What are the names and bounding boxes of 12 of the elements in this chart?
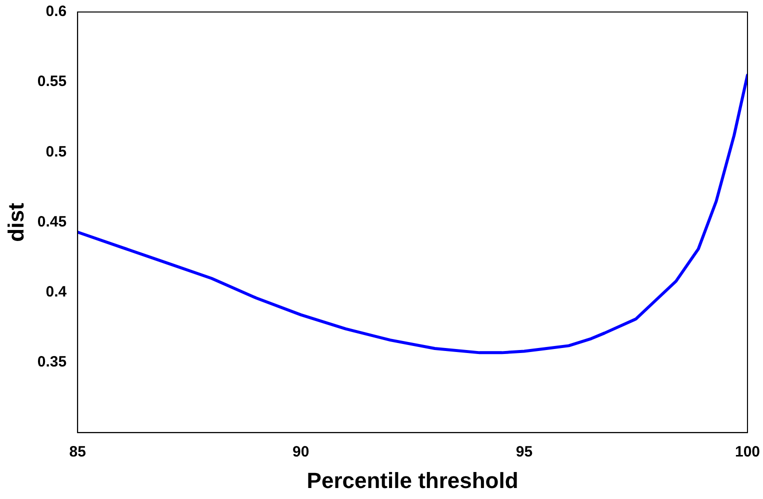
y-tick-label: 0.45 [37, 213, 67, 230]
x-tick-label: 100 [734, 444, 760, 461]
y-tick-label: 0.5 [46, 143, 67, 160]
y-tick-label: 0.4 [46, 284, 68, 301]
x-tick-label: 85 [69, 444, 86, 461]
x-tick-label: 90 [292, 444, 310, 461]
y-tick-label: 0.55 [37, 73, 67, 90]
y-axis-title: dist [3, 202, 28, 242]
y-tick-label: 0.6 [46, 3, 67, 20]
x-tick-label: 95 [516, 444, 533, 461]
y-tick-label: 0.35 [37, 354, 67, 371]
x-axis-title: Percentile threshold [306, 468, 518, 493]
